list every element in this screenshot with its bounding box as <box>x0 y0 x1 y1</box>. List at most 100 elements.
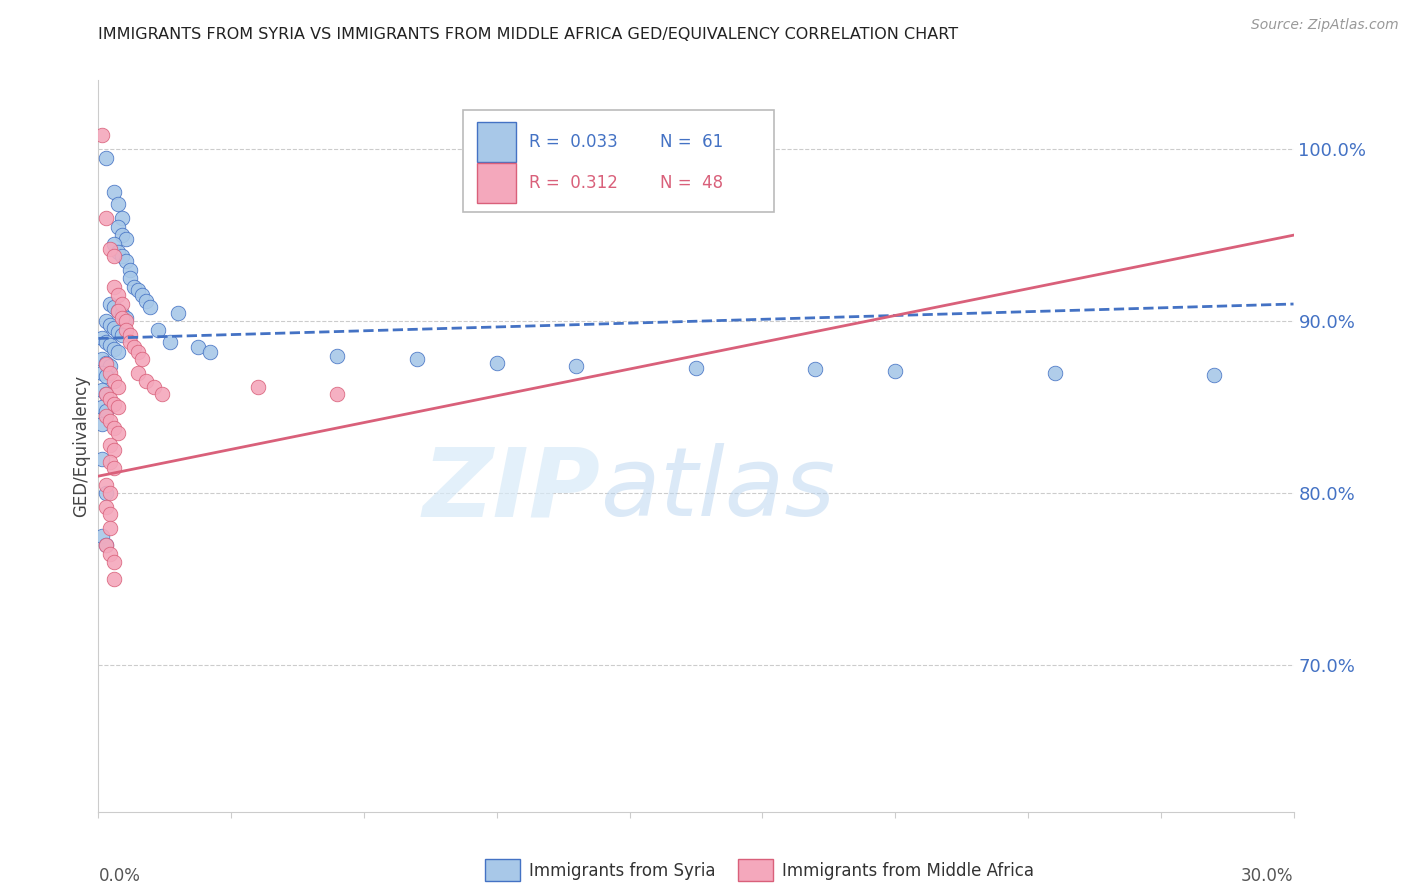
Point <box>96 314 118 328</box>
Point <box>115 254 138 268</box>
Point <box>103 421 125 435</box>
Point <box>127 283 149 297</box>
Point <box>111 328 134 343</box>
Point <box>100 521 122 535</box>
Point <box>103 342 125 356</box>
Point <box>111 297 134 311</box>
Point <box>120 271 142 285</box>
Point <box>107 345 129 359</box>
Point <box>187 340 209 354</box>
Point <box>135 375 157 389</box>
Point <box>107 401 129 415</box>
Point <box>103 321 125 335</box>
Point <box>96 355 118 369</box>
FancyBboxPatch shape <box>477 122 516 162</box>
Point <box>115 232 138 246</box>
Point <box>96 151 118 165</box>
Point <box>100 414 122 428</box>
Point <box>111 211 134 225</box>
Point <box>100 438 122 452</box>
Point <box>135 293 157 308</box>
Point <box>107 245 129 260</box>
Point <box>1043 366 1066 380</box>
Point <box>111 307 134 321</box>
Point <box>96 357 118 371</box>
FancyBboxPatch shape <box>463 110 773 212</box>
Point <box>100 366 122 380</box>
Point <box>96 386 118 401</box>
Point <box>685 360 707 375</box>
Point <box>91 401 114 415</box>
Point <box>107 379 129 393</box>
Text: atlas: atlas <box>600 443 835 536</box>
Text: Immigrants from Syria: Immigrants from Syria <box>529 862 716 880</box>
Point <box>143 379 166 393</box>
Point <box>115 323 138 337</box>
Point <box>159 334 181 349</box>
Point <box>91 366 114 380</box>
Point <box>326 386 349 401</box>
Point <box>96 386 118 401</box>
Point <box>100 547 122 561</box>
Point <box>150 386 173 401</box>
Text: N =  48: N = 48 <box>661 174 723 193</box>
Point <box>326 349 349 363</box>
Point <box>100 338 122 352</box>
Point <box>103 236 125 251</box>
Point <box>91 128 114 143</box>
Point <box>120 328 142 343</box>
Point <box>103 460 125 475</box>
Point <box>406 352 429 367</box>
Point <box>107 304 129 318</box>
Point <box>103 185 125 199</box>
Text: R =  0.312: R = 0.312 <box>529 174 617 193</box>
Text: R =  0.033: R = 0.033 <box>529 133 617 152</box>
Point <box>103 555 125 569</box>
Point <box>111 310 134 325</box>
Point <box>107 304 129 318</box>
Point <box>131 352 153 367</box>
Point <box>100 455 122 469</box>
Point <box>120 334 142 349</box>
Point <box>246 379 269 393</box>
Point <box>103 573 125 587</box>
Text: Source: ZipAtlas.com: Source: ZipAtlas.com <box>1251 18 1399 32</box>
Text: IMMIGRANTS FROM SYRIA VS IMMIGRANTS FROM MIDDLE AFRICA GED/EQUIVALENCY CORRELATI: IMMIGRANTS FROM SYRIA VS IMMIGRANTS FROM… <box>98 27 959 42</box>
Point <box>96 477 118 491</box>
Point <box>103 249 125 263</box>
Point <box>96 409 118 423</box>
Point <box>804 362 827 376</box>
Y-axis label: GED/Equivalency: GED/Equivalency <box>72 375 90 517</box>
Point <box>100 507 122 521</box>
Point <box>565 359 588 373</box>
Point <box>103 280 125 294</box>
Point <box>107 426 129 441</box>
Point <box>96 369 118 384</box>
Point <box>127 345 149 359</box>
Point <box>111 228 134 243</box>
Point <box>120 262 142 277</box>
Point <box>884 364 907 378</box>
Point <box>131 288 153 302</box>
Point <box>91 331 114 345</box>
Text: N =  61: N = 61 <box>661 133 723 152</box>
Point <box>96 500 118 514</box>
Text: ZIP: ZIP <box>422 443 600 536</box>
Point <box>91 417 114 432</box>
Point <box>96 538 118 552</box>
Point <box>124 280 146 294</box>
Point <box>103 375 125 389</box>
Point <box>100 318 122 332</box>
Point <box>100 486 122 500</box>
Point <box>115 314 138 328</box>
Point <box>96 403 118 417</box>
Point <box>100 242 122 256</box>
Point <box>96 538 118 552</box>
Point <box>127 366 149 380</box>
Point <box>96 486 118 500</box>
Text: 30.0%: 30.0% <box>1241 867 1294 885</box>
Point <box>103 397 125 411</box>
Point <box>485 355 508 369</box>
Point <box>198 345 221 359</box>
Point <box>107 325 129 339</box>
